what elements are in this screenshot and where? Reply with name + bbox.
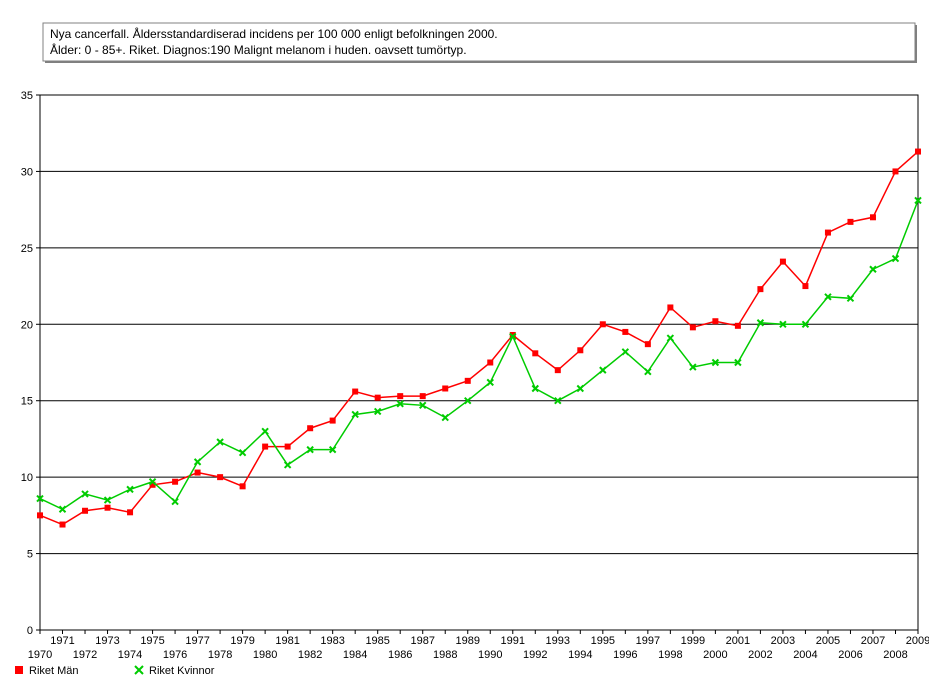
data-marker bbox=[645, 341, 651, 347]
data-marker bbox=[847, 219, 853, 225]
chart-title-line: Ålder: 0 - 85+. Riket. Diagnos:190 Malig… bbox=[50, 42, 467, 57]
data-marker bbox=[15, 666, 23, 674]
data-marker bbox=[397, 393, 403, 399]
data-marker bbox=[465, 378, 471, 384]
x-tick-label: 1982 bbox=[298, 649, 322, 661]
data-marker bbox=[892, 168, 898, 174]
y-tick-label: 25 bbox=[21, 243, 33, 255]
y-tick-label: 0 bbox=[27, 625, 33, 637]
x-tick-label: 1978 bbox=[208, 649, 232, 661]
data-marker bbox=[307, 425, 313, 431]
y-tick-label: 20 bbox=[21, 319, 33, 331]
legend-label: Riket Män bbox=[29, 665, 79, 677]
x-tick-label: 1980 bbox=[253, 649, 277, 661]
x-tick-label: 1993 bbox=[546, 635, 570, 647]
y-tick-label: 10 bbox=[21, 472, 33, 484]
x-tick-label: 2005 bbox=[816, 635, 840, 647]
x-tick-label: 1977 bbox=[185, 635, 209, 647]
x-tick-label: 1988 bbox=[433, 649, 457, 661]
x-tick-label: 1994 bbox=[568, 649, 592, 661]
x-tick-label: 1974 bbox=[118, 649, 142, 661]
data-marker bbox=[555, 367, 561, 373]
x-tick-label: 1975 bbox=[140, 635, 164, 647]
data-marker bbox=[600, 321, 606, 327]
legend-label: Riket Kvinnor bbox=[149, 665, 215, 677]
x-tick-label: 1983 bbox=[320, 635, 344, 647]
x-tick-label: 1970 bbox=[28, 649, 52, 661]
y-tick-label: 30 bbox=[21, 166, 33, 178]
chart-title-line: Nya cancerfall. Åldersstandardiserad inc… bbox=[50, 26, 498, 41]
x-tick-label: 1995 bbox=[591, 635, 615, 647]
data-marker bbox=[217, 474, 223, 480]
y-tick-label: 15 bbox=[21, 396, 33, 408]
data-marker bbox=[532, 350, 538, 356]
x-tick-label: 2006 bbox=[838, 649, 862, 661]
data-marker bbox=[37, 512, 43, 518]
x-tick-label: 1981 bbox=[275, 635, 299, 647]
data-marker bbox=[735, 323, 741, 329]
x-tick-label: 1992 bbox=[523, 649, 547, 661]
data-marker bbox=[195, 470, 201, 476]
data-marker bbox=[240, 483, 246, 489]
chart-svg: 0 5 10 15 20 25 30 35 1970 1971 1972 1973 1974 1975 19… bbox=[0, 0, 929, 687]
title-box: Nya cancerfall. Åldersstandardiserad inc… bbox=[43, 23, 917, 63]
x-tick-label: 1996 bbox=[613, 649, 637, 661]
x-tick-label: 1984 bbox=[343, 649, 367, 661]
x-tick-label: 1972 bbox=[73, 649, 97, 661]
data-marker bbox=[82, 508, 88, 514]
data-marker bbox=[690, 324, 696, 330]
data-marker bbox=[487, 360, 493, 366]
x-tick-label: 1989 bbox=[456, 635, 480, 647]
x-tick-label: 1991 bbox=[501, 635, 525, 647]
x-tick-label: 2004 bbox=[793, 649, 817, 661]
x-tick-label: 2007 bbox=[861, 635, 885, 647]
x-tick-label: 1999 bbox=[681, 635, 705, 647]
chart-container: 0 5 10 15 20 25 30 35 1970 1971 1972 1973 1974 1975 19… bbox=[0, 0, 929, 687]
plot-area bbox=[40, 95, 918, 630]
x-tick-label: 2001 bbox=[726, 635, 750, 647]
data-marker bbox=[172, 479, 178, 485]
x-tick-label: 1990 bbox=[478, 649, 502, 661]
data-marker bbox=[352, 389, 358, 395]
data-marker bbox=[60, 522, 66, 528]
x-tick-label: 1997 bbox=[636, 635, 660, 647]
data-marker bbox=[330, 418, 336, 424]
x-tick-label: 1979 bbox=[230, 635, 254, 647]
data-marker bbox=[780, 259, 786, 265]
x-tick-label: 2009 bbox=[906, 635, 929, 647]
x-tick-label: 2003 bbox=[771, 635, 795, 647]
data-marker bbox=[667, 304, 673, 310]
data-marker bbox=[622, 329, 628, 335]
data-marker bbox=[870, 214, 876, 220]
x-tick-label: 1976 bbox=[163, 649, 187, 661]
x-tick-label: 1986 bbox=[388, 649, 412, 661]
data-marker bbox=[802, 283, 808, 289]
x-tick-label: 1971 bbox=[50, 635, 74, 647]
x-tick-label: 2008 bbox=[883, 649, 907, 661]
data-marker bbox=[285, 444, 291, 450]
x-tick-label: 1985 bbox=[365, 635, 389, 647]
x-tick-label: 2000 bbox=[703, 649, 727, 661]
data-marker bbox=[825, 230, 831, 236]
x-tick-label: 1987 bbox=[410, 635, 434, 647]
data-marker bbox=[127, 509, 133, 515]
x-tick-label: 1973 bbox=[95, 635, 119, 647]
data-marker bbox=[135, 666, 143, 674]
data-marker bbox=[915, 149, 921, 155]
data-marker bbox=[420, 393, 426, 399]
data-marker bbox=[712, 318, 718, 324]
x-tick-label: 2002 bbox=[748, 649, 772, 661]
data-marker bbox=[577, 347, 583, 353]
data-marker bbox=[442, 385, 448, 391]
data-marker bbox=[757, 286, 763, 292]
data-marker bbox=[262, 444, 268, 450]
y-tick-label: 35 bbox=[21, 90, 33, 102]
data-marker bbox=[105, 505, 111, 511]
x-tick-label: 1998 bbox=[658, 649, 682, 661]
data-marker bbox=[375, 395, 381, 401]
y-tick-label: 5 bbox=[27, 549, 33, 561]
